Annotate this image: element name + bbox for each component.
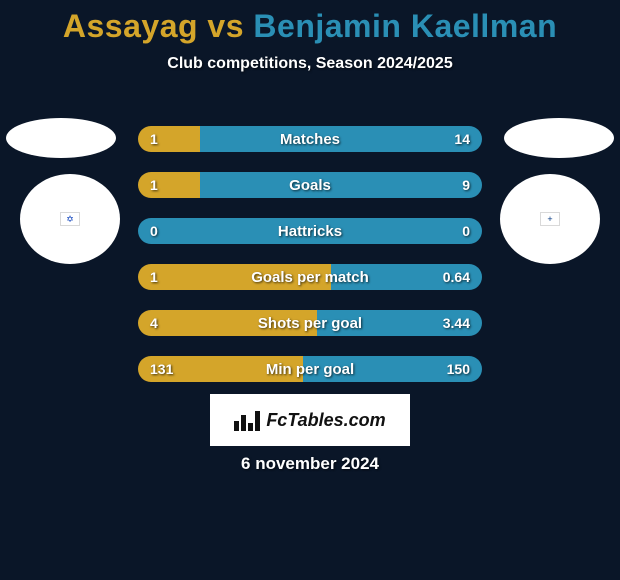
stat-label: Hattricks: [138, 218, 482, 244]
stat-value-right: 9: [462, 172, 470, 198]
stat-value-left: 0: [150, 218, 158, 244]
stat-value-right: 0: [462, 218, 470, 244]
stat-value-left: 1: [150, 172, 158, 198]
stat-value-left: 1: [150, 264, 158, 290]
stat-label: Shots per goal: [138, 310, 482, 336]
stat-bar: Goals per match1 0.64: [138, 264, 482, 290]
player1-flag-symbol: ✡: [66, 214, 74, 225]
stat-bar: Matches1 14: [138, 126, 482, 152]
stat-label: Goals: [138, 172, 482, 198]
stat-bar: Hattricks0 0: [138, 218, 482, 244]
stat-value-right: 14: [454, 126, 470, 152]
stat-value-right: 150: [447, 356, 470, 382]
player2-disc: [504, 118, 614, 158]
brand-chart-icon: [234, 409, 262, 431]
stat-value-left: 131: [150, 356, 173, 382]
stat-value-right: 3.44: [443, 310, 470, 336]
brand-badge: FcTables.com: [210, 394, 410, 446]
player1-name: Assayag: [63, 8, 198, 44]
stat-bar: Shots per goal4 3.44: [138, 310, 482, 336]
player2-avatar: +: [500, 174, 600, 264]
stat-value-left: 1: [150, 126, 158, 152]
stat-value-left: 4: [150, 310, 158, 336]
stats-list: Matches114Goals19Hattricks00Goals per ma…: [138, 126, 482, 402]
stat-label: Goals per match: [138, 264, 482, 290]
stat-bar: Min per goal131 150: [138, 356, 482, 382]
date-text: 6 november 2024: [0, 454, 620, 474]
player2-flag-icon: +: [540, 212, 560, 226]
subtitle: Club competitions, Season 2024/2025: [0, 55, 620, 73]
stat-value-right: 0.64: [443, 264, 470, 290]
player1-avatar: ✡: [20, 174, 120, 264]
player1-flag-icon: ✡: [60, 212, 80, 226]
stat-bar: Goals1 9: [138, 172, 482, 198]
page-title: Assayag vs Benjamin Kaellman: [0, 0, 620, 45]
player2-flag-symbol: +: [547, 214, 552, 224]
brand-text: FcTables.com: [266, 410, 385, 431]
stat-label: Matches: [138, 126, 482, 152]
stat-label: Min per goal: [138, 356, 482, 382]
player1-disc: [6, 118, 116, 158]
player2-name: Benjamin Kaellman: [253, 8, 557, 44]
vs-text: vs: [198, 8, 253, 44]
